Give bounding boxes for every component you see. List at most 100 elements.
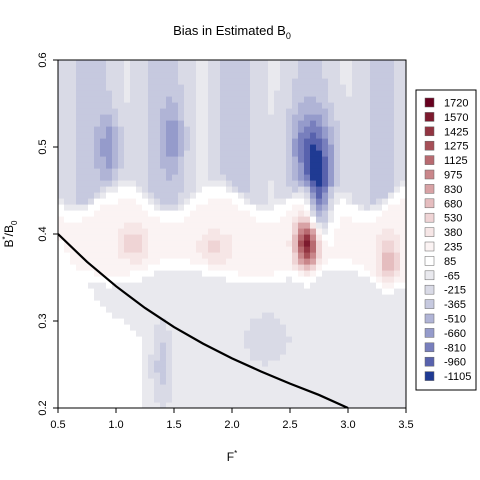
legend-label: -215 <box>444 285 466 297</box>
heatmap-cell <box>64 336 71 343</box>
heatmap-cell <box>94 204 101 211</box>
heatmap-cell <box>100 204 107 211</box>
heatmap-cell <box>262 120 269 127</box>
heatmap-cell <box>268 120 275 127</box>
heatmap-cell <box>328 162 335 169</box>
heatmap-cell <box>88 84 95 91</box>
heatmap-cell <box>106 102 113 109</box>
heatmap-cell <box>256 186 263 193</box>
heatmap-cell <box>166 300 173 307</box>
heatmap-cell <box>388 252 395 259</box>
heatmap-cell <box>334 402 341 408</box>
heatmap-cell <box>214 294 221 301</box>
heatmap-cell <box>130 120 137 127</box>
heatmap-cell <box>340 378 347 385</box>
heatmap-cell <box>130 318 137 325</box>
heatmap-cell <box>352 186 359 193</box>
heatmap-cell <box>322 96 329 103</box>
heatmap-cell <box>328 294 335 301</box>
heatmap-cell <box>94 180 101 187</box>
heatmap-cell <box>190 270 197 277</box>
heatmap-cell <box>244 168 251 175</box>
heatmap-cell <box>262 150 269 157</box>
heatmap-cell <box>190 360 197 367</box>
heatmap-cell <box>64 360 71 367</box>
heatmap-cell <box>328 96 335 103</box>
heatmap-cell <box>346 294 353 301</box>
heatmap-cell <box>208 204 215 211</box>
heatmap-cell <box>382 222 389 229</box>
heatmap-cell <box>142 168 149 175</box>
heatmap-cell <box>142 150 149 157</box>
heatmap-cell <box>376 348 383 355</box>
heatmap-cell <box>208 126 215 133</box>
heatmap-cell <box>286 384 293 391</box>
heatmap-cell <box>94 216 101 223</box>
heatmap-cell <box>130 168 137 175</box>
heatmap-cell <box>310 366 317 373</box>
heatmap-cell <box>286 168 293 175</box>
heatmap-cell <box>118 114 125 121</box>
x-tick-label: 0.5 <box>50 419 65 431</box>
heatmap-cell <box>352 84 359 91</box>
heatmap-cell <box>364 174 371 181</box>
heatmap-cell <box>118 384 125 391</box>
heatmap-cell <box>82 276 89 283</box>
heatmap-cell <box>82 330 89 337</box>
heatmap-cell <box>352 102 359 109</box>
heatmap-cell <box>154 270 161 277</box>
heatmap-cell <box>190 252 197 259</box>
heatmap-cell <box>142 312 149 319</box>
heatmap-cell <box>364 396 371 403</box>
heatmap-cell <box>166 360 173 367</box>
heatmap-cell <box>256 192 263 199</box>
heatmap-cell <box>208 132 215 139</box>
heatmap-cell <box>100 240 107 247</box>
heatmap-cell <box>280 306 287 313</box>
heatmap-cell <box>244 306 251 313</box>
heatmap-cell <box>346 60 353 67</box>
heatmap-cell <box>244 234 251 241</box>
heatmap-cell <box>64 300 71 307</box>
heatmap-cell <box>58 390 65 397</box>
heatmap-cell <box>328 360 335 367</box>
heatmap-cell <box>364 72 371 79</box>
heatmap-cell <box>70 84 77 91</box>
heatmap-cell <box>382 60 389 67</box>
heatmap-cell <box>280 294 287 301</box>
heatmap-cell <box>142 72 149 79</box>
heatmap-cell <box>220 342 227 349</box>
heatmap-cell <box>94 144 101 151</box>
heatmap-cell <box>178 102 185 109</box>
heatmap-cell <box>322 294 329 301</box>
heatmap-cell <box>298 210 305 217</box>
heatmap-cell <box>208 216 215 223</box>
heatmap-cell <box>280 66 287 73</box>
heatmap-cell <box>112 330 119 337</box>
heatmap-cell <box>286 162 293 169</box>
heatmap-cell <box>64 174 71 181</box>
heatmap-cell <box>340 312 347 319</box>
heatmap-cell <box>214 174 221 181</box>
heatmap-cell <box>70 252 77 259</box>
heatmap-cell <box>160 120 167 127</box>
heatmap-cell <box>232 390 239 397</box>
heatmap-cell <box>262 270 269 277</box>
heatmap-cell <box>136 162 143 169</box>
heatmap-cell <box>328 384 335 391</box>
heatmap-cell <box>268 282 275 289</box>
heatmap-cell <box>232 264 239 271</box>
heatmap-cell <box>364 198 371 205</box>
heatmap-cell <box>154 132 161 139</box>
heatmap-cell <box>112 90 119 97</box>
heatmap-cell <box>334 234 341 241</box>
heatmap-cell <box>178 360 185 367</box>
heatmap-cell <box>166 114 173 121</box>
heatmap-cell <box>226 384 233 391</box>
heatmap-cell <box>124 66 131 73</box>
heatmap-cell <box>370 348 377 355</box>
heatmap-cell <box>100 216 107 223</box>
heatmap-cell <box>280 150 287 157</box>
heatmap-cell <box>226 330 233 337</box>
heatmap-cell <box>364 90 371 97</box>
